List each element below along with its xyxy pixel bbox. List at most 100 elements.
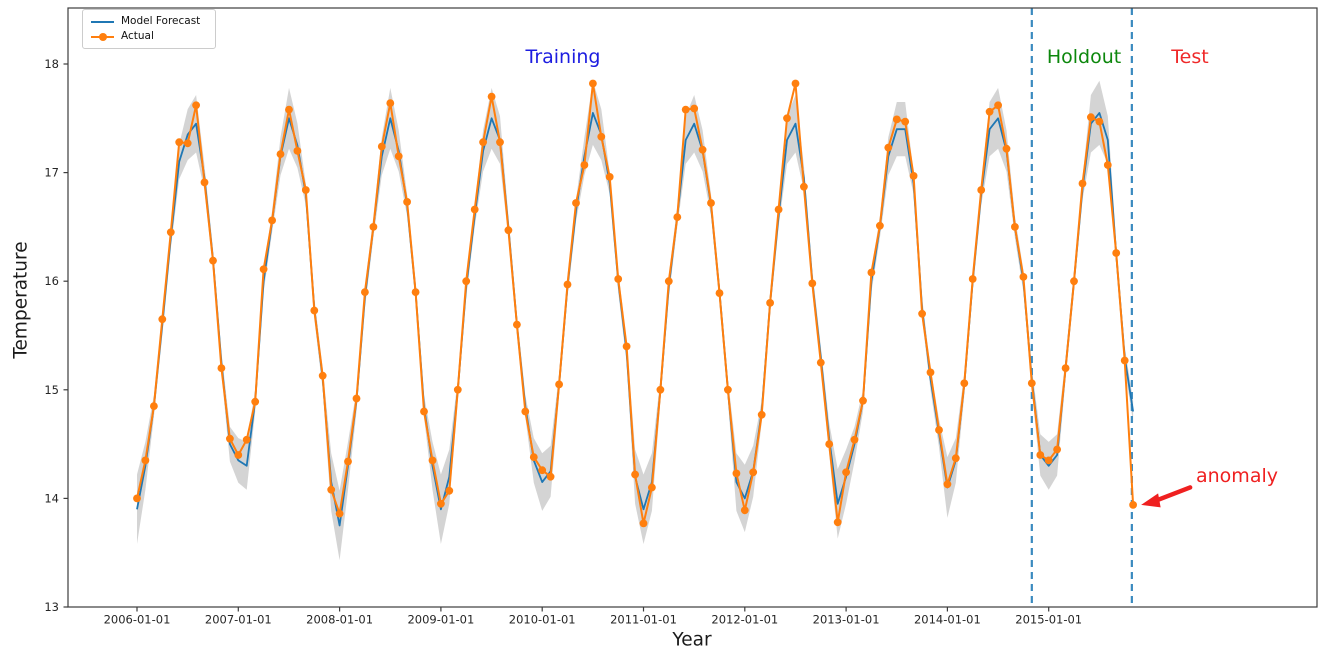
actual-point — [816, 358, 825, 367]
actual-point — [521, 407, 530, 416]
actual-point — [960, 379, 969, 388]
actual-point — [707, 199, 715, 207]
actual-point — [749, 468, 758, 477]
actual-point — [842, 468, 850, 477]
actual-point — [935, 426, 943, 434]
actual-point — [943, 480, 952, 489]
actual-point — [259, 265, 268, 274]
actual-point — [293, 147, 302, 155]
actual-point — [183, 139, 192, 148]
actual-point — [639, 519, 648, 528]
actual-point — [504, 226, 513, 235]
x-tick-label: 2010-01-01 — [509, 613, 576, 627]
actual-point — [158, 315, 167, 324]
actual-point — [622, 342, 631, 351]
actual-point — [555, 380, 563, 389]
actual-point — [597, 132, 606, 141]
legend: Model Forecast Actual — [82, 9, 216, 49]
actual-point — [285, 105, 293, 114]
actual-point — [470, 205, 479, 214]
actual-point — [867, 268, 876, 277]
actual-point — [791, 79, 800, 88]
actual-point — [850, 435, 859, 444]
actual-point — [192, 101, 201, 110]
actual-point — [166, 228, 175, 237]
legend-item-forecast: Model Forecast — [91, 14, 207, 29]
x-tick-label: 2006-01-01 — [104, 613, 171, 627]
actual-point — [876, 221, 884, 230]
y-axis-title: Temperature — [10, 241, 32, 359]
actual-point — [715, 289, 724, 297]
actual-point — [1036, 451, 1045, 459]
actual-point — [377, 142, 386, 151]
actual-point — [1044, 456, 1053, 465]
holdout-region-label: Holdout — [1046, 46, 1122, 68]
legend-label-actual: Actual — [121, 30, 154, 42]
actual-point — [1078, 179, 1087, 188]
x-tick-label: 2011-01-01 — [610, 613, 677, 627]
actual-point — [994, 101, 1002, 110]
x-axis-title: Year — [672, 629, 712, 651]
actual-point — [1027, 379, 1036, 388]
actual-point — [403, 198, 411, 206]
actual-point — [681, 105, 690, 114]
x-tick-label: 2014-01-01 — [914, 613, 981, 627]
actual-point — [217, 364, 226, 372]
actual-point — [614, 275, 623, 283]
actual-point — [369, 223, 378, 231]
actual-point — [766, 299, 774, 307]
actual-point — [538, 466, 547, 475]
actual-point — [884, 143, 893, 152]
actual-point — [276, 150, 285, 159]
actual-point — [175, 138, 184, 147]
test-region-label: Test — [1171, 46, 1209, 68]
actual-point — [234, 451, 243, 459]
actual-point — [724, 385, 732, 394]
actual-point — [479, 138, 487, 147]
actual-point — [487, 92, 496, 101]
actual-point — [808, 279, 817, 288]
actual-point — [572, 199, 580, 207]
actual-point — [335, 509, 344, 518]
actual-point — [437, 499, 445, 508]
actual-point — [133, 494, 141, 503]
actual-point — [825, 440, 834, 448]
actual-point — [664, 277, 673, 286]
actual-point — [1070, 277, 1078, 286]
anomaly-label: anomaly — [1196, 465, 1278, 487]
actual-point — [352, 394, 361, 403]
actual-point — [732, 469, 741, 478]
actual-point — [1103, 161, 1112, 169]
actual-point — [546, 472, 555, 481]
actual-point — [209, 256, 217, 265]
actual-point — [251, 397, 260, 406]
actual-point — [968, 275, 977, 283]
actual-point — [386, 99, 395, 107]
actual-point — [420, 407, 428, 416]
actual-line-swatch — [91, 29, 114, 44]
actual-point — [1129, 501, 1137, 509]
legend-label-forecast: Model Forecast — [121, 15, 201, 27]
actual-point — [648, 483, 656, 492]
actual-point — [740, 506, 749, 515]
y-tick-label: 16 — [44, 274, 59, 288]
actual-point — [985, 107, 994, 116]
x-tick-label: 2008-01-01 — [306, 613, 373, 627]
actual-point — [445, 486, 454, 495]
actual-point — [141, 456, 150, 465]
y-tick-label: 18 — [44, 57, 59, 71]
actual-point — [268, 216, 276, 225]
actual-point — [833, 518, 842, 527]
actual-point — [1095, 117, 1104, 126]
actual-point — [783, 114, 791, 123]
actual-dot-icon — [99, 32, 107, 41]
actual-point — [1019, 273, 1028, 281]
x-tick-label: 2013-01-01 — [813, 613, 880, 627]
x-tick-label: 2007-01-01 — [205, 613, 272, 627]
actual-point — [150, 402, 158, 410]
actual-point — [800, 182, 808, 191]
y-tick-label: 14 — [44, 491, 59, 505]
actual-point — [428, 456, 437, 465]
